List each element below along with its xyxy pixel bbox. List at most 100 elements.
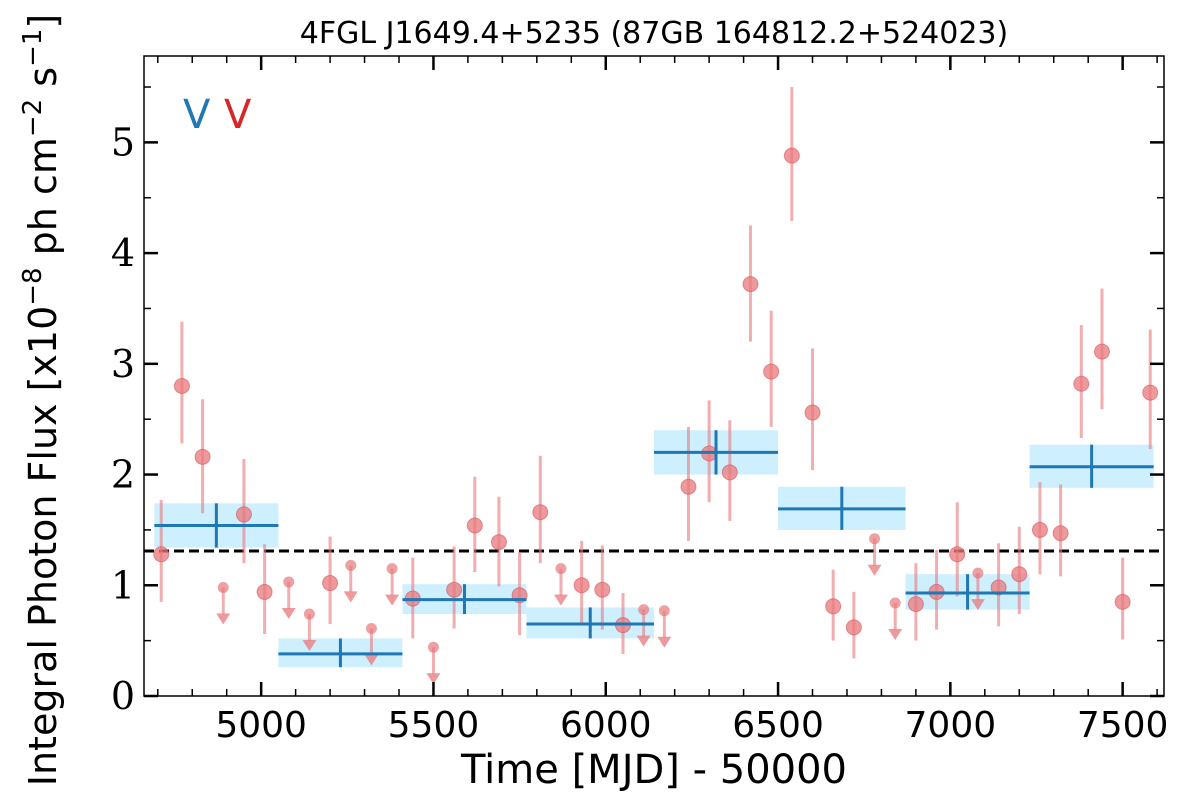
flux-marker — [1114, 593, 1131, 610]
flux-marker — [490, 534, 507, 551]
y-axis-label-exp1: −8 — [18, 267, 48, 305]
flux-point-13 — [594, 545, 611, 630]
flux-marker — [845, 619, 862, 636]
flux-marker — [907, 596, 924, 613]
flux-marker — [322, 575, 339, 592]
variability-flag-lightcurve: V — [224, 92, 252, 138]
y-axis-label-mid2: s — [21, 67, 65, 99]
flux-marker — [466, 517, 483, 534]
bayesian-block-1 — [278, 638, 403, 668]
y-axis-label-exp3: −1 — [18, 29, 48, 67]
upper-limit-0 — [216, 581, 231, 625]
flux-marker — [235, 506, 252, 523]
flux-point-30 — [1052, 484, 1069, 577]
flux-marker — [742, 276, 759, 293]
flux-point-11 — [532, 455, 549, 564]
y-tick-label: 3 — [111, 342, 135, 386]
upper-limit-arrow — [657, 636, 672, 648]
y-axis-label-main: Integral Photon Flux [x10 — [21, 306, 65, 787]
flux-point-27 — [990, 543, 1007, 627]
x-tick-label: 7500 — [1077, 705, 1169, 746]
flux-point-4 — [256, 544, 273, 634]
upper-limit-11 — [888, 597, 903, 640]
bayesian-block-4 — [654, 430, 779, 475]
flux-point-17 — [721, 420, 738, 522]
flux-point-20 — [783, 87, 800, 221]
flux-point-24 — [907, 563, 924, 641]
flux-marker — [721, 464, 738, 481]
y-axis-label-exp2: −2 — [18, 99, 48, 137]
upper-limit-1 — [281, 576, 296, 619]
upper-limit-arrow — [364, 654, 379, 666]
upper-limit-4 — [364, 622, 379, 666]
x-axis-label: Time [MJD] - 50000 — [460, 747, 847, 793]
flux-marker — [949, 546, 966, 563]
flux-point-7 — [446, 546, 463, 629]
flux-point-15 — [680, 426, 697, 541]
x-tick-label: 6000 — [560, 705, 652, 746]
y-tick-label: 0 — [111, 674, 135, 718]
flux-marker — [804, 404, 821, 421]
flux-marker — [1093, 343, 1110, 360]
flux-point-22 — [825, 569, 842, 641]
flux-point-3 — [235, 459, 252, 564]
chart-title: 4FGL J1649.4+5235 (87GB 164812.2+524023) — [300, 16, 1008, 51]
bayesian-block-0 — [154, 503, 279, 548]
upper-limit-9 — [657, 605, 672, 648]
plot-frame — [143, 55, 1165, 697]
flux-marker — [1011, 566, 1028, 583]
variability-flag-blocks: V — [183, 92, 211, 138]
flux-marker — [594, 581, 611, 598]
upper-limit-3 — [343, 559, 358, 603]
upper-limit-6 — [426, 641, 441, 685]
flux-point-34 — [1142, 329, 1159, 450]
x-tick-label: 5000 — [215, 705, 307, 746]
y-tick-label: 1 — [111, 563, 135, 607]
flux-point-18 — [742, 225, 759, 342]
upper-limit-2 — [302, 608, 317, 652]
flux-marker — [153, 546, 170, 563]
upper-limit-arrow — [281, 607, 296, 619]
y-tick-label: 5 — [111, 120, 135, 164]
flux-point-9 — [490, 496, 507, 587]
y-axis-label-mid: ph cm — [21, 137, 65, 267]
flux-point-12 — [573, 540, 590, 626]
flux-marker — [1031, 521, 1048, 538]
variability-flags: V V — [183, 92, 252, 138]
flux-point-29 — [1031, 482, 1048, 575]
flux-point-21 — [804, 348, 821, 471]
flux-marker — [1052, 525, 1069, 542]
flux-marker — [763, 363, 780, 380]
upper-limit-arrow — [302, 640, 317, 652]
flux-marker — [256, 583, 273, 600]
upper-limit-arrow — [426, 673, 441, 685]
flux-point-5 — [322, 536, 339, 625]
upper-limit-arrow — [553, 594, 568, 606]
upper-limit-arrow — [888, 628, 903, 640]
upper-limit-arrow — [636, 635, 651, 647]
flux-point-8 — [466, 476, 483, 572]
flux-point-23 — [845, 591, 862, 659]
flux-point-1 — [173, 321, 190, 444]
flux-point-32 — [1093, 288, 1110, 410]
y-tick-label: 4 — [111, 231, 135, 275]
bayesian-block-3 — [526, 607, 654, 639]
flux-marker — [532, 504, 549, 521]
upper-limit-arrow — [867, 564, 882, 576]
x-tick-label: 6500 — [732, 705, 824, 746]
upper-limit-arrow — [343, 591, 358, 603]
bayesian-block-6 — [905, 574, 1030, 610]
bayesian-block-lines — [154, 430, 1154, 668]
upper-limit-10 — [867, 533, 882, 576]
flux-marker — [825, 598, 842, 615]
flux-point-2 — [194, 399, 211, 514]
bayesian-block-7 — [1029, 444, 1154, 488]
flux-point-26 — [949, 502, 966, 597]
flux-marker — [783, 147, 800, 164]
flux-points — [153, 87, 1159, 659]
flux-marker — [1073, 375, 1090, 392]
flux-point-19 — [763, 310, 780, 427]
y-axis-label: Integral Photon Flux [x10−8 ph cm−2 s−1] — [18, 14, 65, 787]
axes: 5000 5500 6000 6500 7000 7500 0 1 2 3 4 5 — [111, 55, 1169, 746]
